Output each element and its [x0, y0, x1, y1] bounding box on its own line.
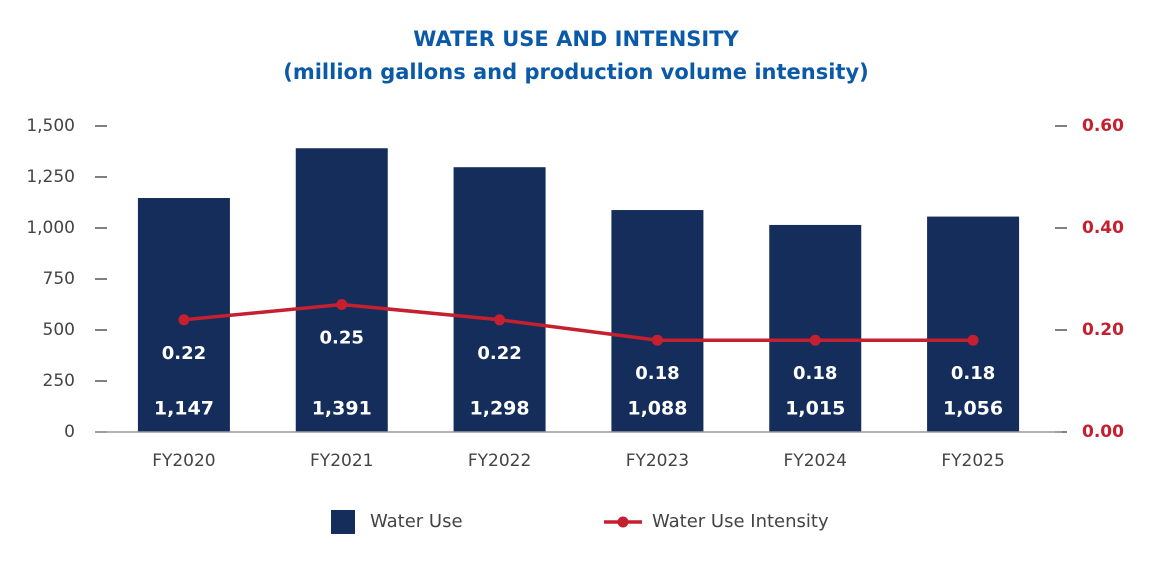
line-point	[809, 334, 821, 346]
legend-swatch-dot	[617, 516, 629, 528]
bar	[611, 210, 704, 432]
legend-label: Water Use	[370, 511, 463, 532]
y2-tick-label: 0.20	[1082, 320, 1124, 340]
bar-value-label: 1,391	[312, 398, 372, 420]
line	[183, 302, 974, 342]
x-tick-label: FY2023	[626, 451, 689, 471]
line-value-label: 0.22	[477, 343, 521, 364]
y-tick-label: 1,250	[26, 167, 75, 187]
y-tick-label: 250	[43, 371, 75, 391]
bar	[453, 167, 546, 432]
x-tick-label: FY2025	[941, 451, 1004, 471]
y-tick-label: 1,000	[26, 218, 75, 238]
x-tick-label: FY2022	[468, 451, 531, 471]
legend-label: Water Use Intensity	[652, 511, 829, 532]
bar-value-label: 1,147	[154, 398, 214, 420]
bar-value-label: 1,015	[785, 398, 845, 420]
chart-title: WATER USE AND INTENSITY	[413, 27, 739, 51]
x-tick-label: FY2020	[152, 451, 215, 471]
bar-value-label: 1,088	[627, 398, 687, 420]
line-value-label: 0.18	[793, 363, 837, 384]
bar-value-label: 1,298	[470, 398, 530, 420]
line-point	[178, 314, 190, 326]
y-tick-label: 500	[43, 320, 75, 340]
y2-tick-label: 0.00	[1082, 422, 1124, 442]
line-point	[967, 334, 979, 346]
line-point	[494, 314, 506, 326]
line-value-label: 0.25	[320, 328, 364, 349]
y2-tick-label: 0.40	[1082, 218, 1124, 238]
line-value-label: 0.22	[162, 343, 206, 364]
bar	[295, 148, 388, 432]
bar-value-label: 1,056	[943, 398, 1003, 420]
legend-swatch	[331, 510, 355, 534]
line-value-label: 0.18	[951, 363, 995, 384]
line-value-label: 0.18	[635, 363, 679, 384]
y-tick-label: 0	[64, 422, 75, 442]
bar	[927, 216, 1020, 432]
x-tick-label: FY2024	[784, 451, 847, 471]
y-tick-label: 750	[43, 269, 75, 289]
line-point	[651, 334, 663, 346]
y-tick-label: 1,500	[26, 116, 75, 136]
x-tick-label: FY2021	[310, 451, 373, 471]
line-point	[336, 299, 348, 310]
y2-tick-label: 0.60	[1082, 116, 1124, 136]
chart-subtitle: (million gallons and production volume i…	[283, 60, 869, 84]
bar	[769, 224, 862, 432]
